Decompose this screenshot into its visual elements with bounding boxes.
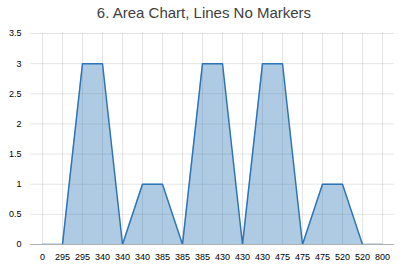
svg-text:475: 475	[295, 252, 310, 262]
svg-text:2.5: 2.5	[9, 89, 22, 99]
svg-text:475: 475	[315, 252, 330, 262]
svg-text:430: 430	[215, 252, 230, 262]
svg-text:520: 520	[355, 252, 370, 262]
svg-text:520: 520	[335, 252, 350, 262]
svg-text:385: 385	[175, 252, 190, 262]
html-text:6. Area Chart, Lines No Marker: 6. Area Chart, Lines No Markers	[96, 4, 312, 21]
svg-text:3: 3	[16, 59, 21, 69]
svg-text:800: 800	[375, 252, 390, 262]
svg-text:385: 385	[195, 252, 210, 262]
svg-text:0: 0	[40, 252, 45, 262]
svg-text:0: 0	[16, 239, 21, 249]
svg-text:1: 1	[16, 179, 21, 189]
svg-text:340: 340	[95, 252, 110, 262]
svg-text:430: 430	[235, 252, 250, 262]
svg-text:295: 295	[75, 252, 90, 262]
svg-text:475: 475	[275, 252, 290, 262]
svg-text:295: 295	[55, 252, 70, 262]
svg-text:385: 385	[155, 252, 170, 262]
svg-text:340: 340	[135, 252, 150, 262]
svg-text:0.5: 0.5	[9, 209, 22, 219]
svg-text:340: 340	[115, 252, 130, 262]
svg-text:430: 430	[255, 252, 270, 262]
svg-text:1.5: 1.5	[9, 149, 22, 159]
svg-text:3.5: 3.5	[9, 28, 22, 38]
svg-text:2: 2	[16, 119, 21, 129]
